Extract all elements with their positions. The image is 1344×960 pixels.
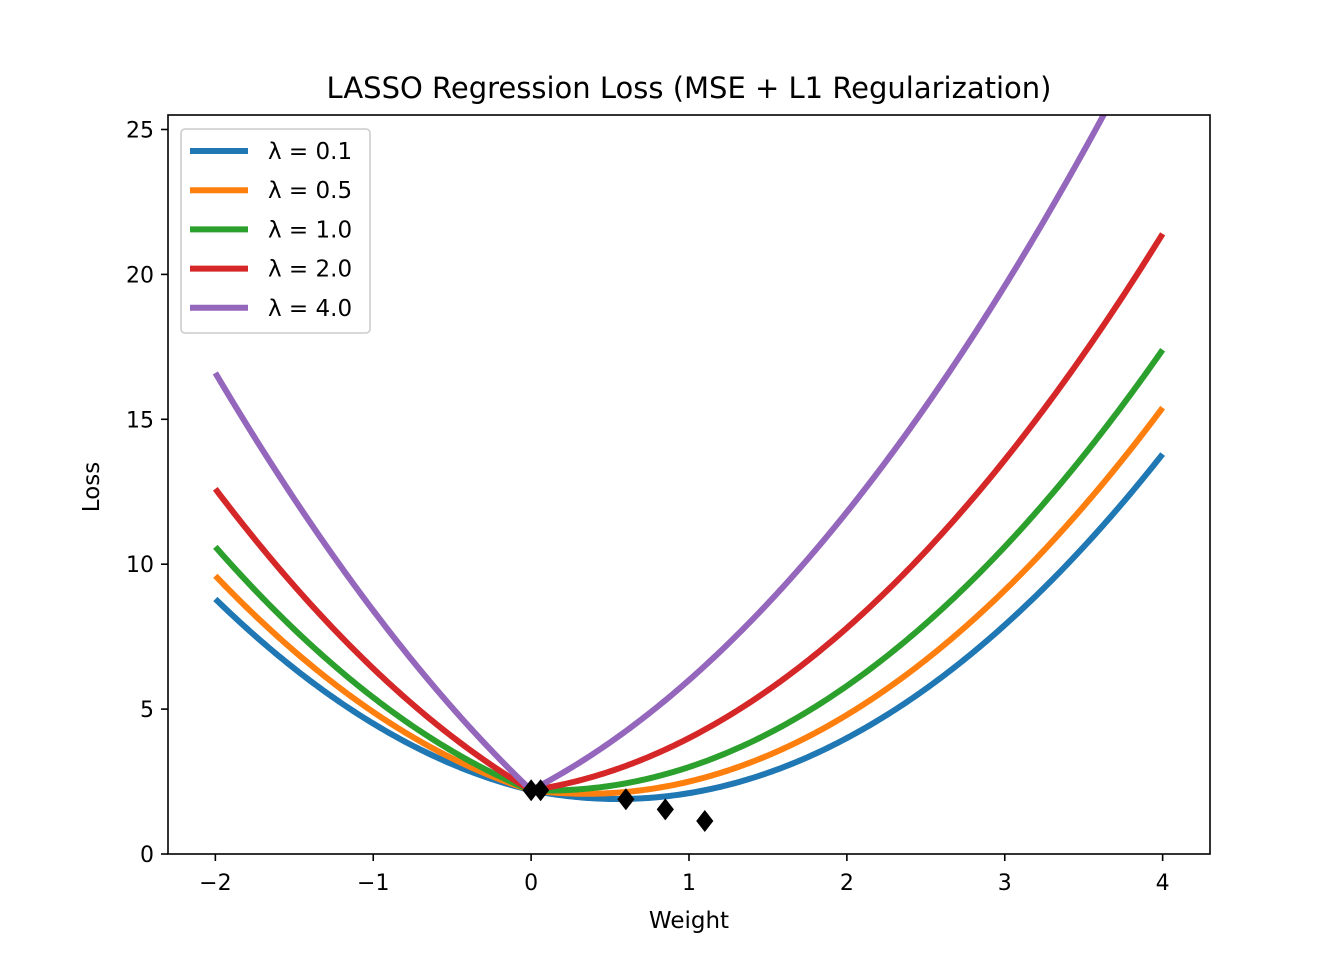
legend-box bbox=[180, 128, 371, 334]
series-layer bbox=[212, 115, 1166, 803]
legend: λ = 0.1 λ = 0.5 λ = 1.0 λ = 2.0 λ = 4.0 bbox=[180, 128, 371, 334]
x-axis-label: Weight bbox=[649, 908, 729, 934]
x-tick-label: −1 bbox=[357, 871, 389, 896]
x-tick-label: 3 bbox=[998, 871, 1012, 896]
x-tick-label: 0 bbox=[524, 871, 538, 896]
series-line-lambda-0-1 bbox=[213, 452, 1165, 803]
series-line-lambda-1 bbox=[213, 348, 1166, 794]
legend-label: λ = 0.1 bbox=[268, 139, 352, 165]
legend-label: λ = 1.0 bbox=[268, 217, 352, 243]
minimum-marker-lambda-0-1 bbox=[696, 809, 714, 832]
y-tick-label: 20 bbox=[126, 263, 154, 288]
minimum-marker-lambda-4 bbox=[522, 779, 540, 802]
y-axis-ticks: 0 5 10 15 20 25 bbox=[126, 118, 168, 868]
y-tick-label: 25 bbox=[126, 118, 154, 143]
x-tick-label: 4 bbox=[1156, 871, 1170, 896]
legend-label: λ = 2.0 bbox=[268, 257, 352, 283]
y-axis-label: Loss bbox=[79, 462, 105, 512]
chart-title: LASSO Regression Loss (MSE + L1 Regulari… bbox=[327, 71, 1052, 105]
minimum-marker-lambda-1 bbox=[617, 788, 635, 811]
y-tick-label: 15 bbox=[126, 408, 154, 433]
y-tick-label: 5 bbox=[140, 698, 154, 723]
minimum-markers bbox=[522, 779, 714, 832]
legend-label: λ = 0.5 bbox=[268, 178, 352, 204]
legend-label: λ = 4.0 bbox=[268, 296, 352, 322]
y-tick-label: 0 bbox=[140, 843, 154, 868]
x-axis-ticks: −2 −1 0 1 2 3 4 bbox=[199, 854, 1170, 896]
series-line-lambda-4 bbox=[212, 115, 1107, 794]
series-line-lambda-0-5 bbox=[213, 405, 1166, 797]
minimum-marker-lambda-2 bbox=[532, 779, 550, 802]
y-tick-label: 10 bbox=[126, 553, 154, 578]
x-tick-label: 2 bbox=[840, 871, 854, 896]
x-tick-label: 1 bbox=[682, 871, 696, 896]
series-line-lambda-2 bbox=[212, 232, 1166, 794]
minimum-marker-lambda-0-5 bbox=[656, 798, 674, 821]
x-tick-label: −2 bbox=[199, 871, 231, 896]
